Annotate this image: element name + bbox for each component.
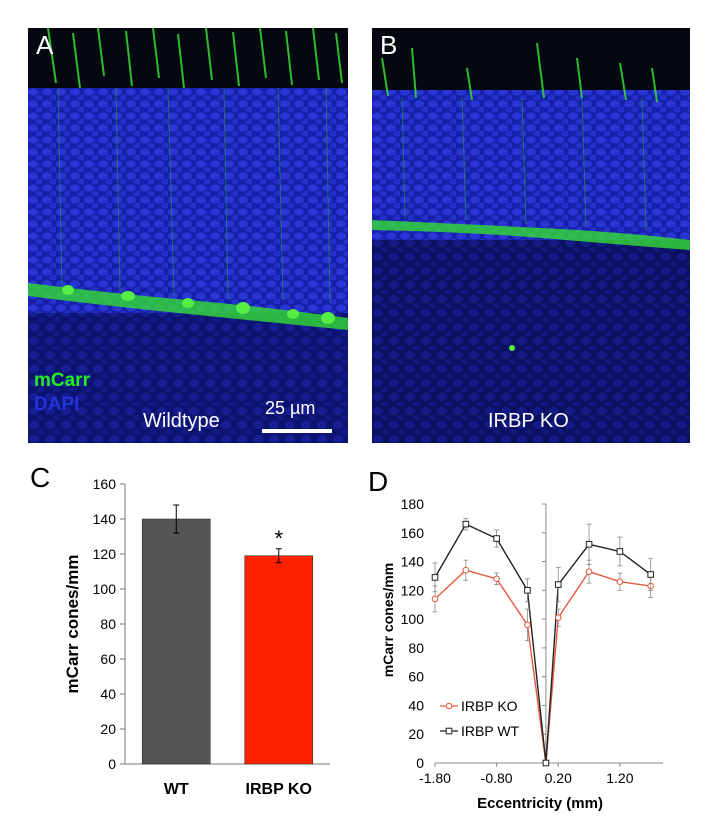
legend-label: IRBP KO xyxy=(461,698,518,714)
y-tick-label: 40 xyxy=(408,697,424,713)
mcarr-stain-label: mCarr xyxy=(34,370,90,391)
data-point xyxy=(493,575,500,583)
data-point xyxy=(542,759,550,767)
y-tick-label: 0 xyxy=(108,756,116,772)
data-point xyxy=(616,548,624,555)
data-point xyxy=(493,535,500,542)
panel-b-letter: B xyxy=(380,30,398,60)
data-point xyxy=(431,574,439,581)
x-tick-label: 0.20 xyxy=(545,770,572,786)
data-point xyxy=(616,578,624,586)
legend-marker xyxy=(445,702,453,710)
significance-marker: * xyxy=(274,526,283,551)
y-tick-label: 0 xyxy=(416,755,424,771)
x-tick-label: 1.20 xyxy=(606,770,633,786)
y-tick-label: 180 xyxy=(401,496,425,512)
data-point xyxy=(524,587,531,594)
y-tick-label: 20 xyxy=(408,726,424,742)
y-tick-label: 140 xyxy=(93,511,117,527)
y-tick-label: 60 xyxy=(100,651,116,667)
y-tick-label: 80 xyxy=(100,616,116,632)
x-tick-label: WT xyxy=(164,781,189,798)
series-line xyxy=(434,569,651,764)
y-tick-label: 60 xyxy=(408,669,424,685)
x-axis-label: Eccentricity (mm) xyxy=(477,795,603,812)
data-point xyxy=(542,759,550,767)
y-tick-label: 120 xyxy=(93,546,117,562)
micrograph-wildtype xyxy=(28,28,348,443)
y-tick-label: 160 xyxy=(93,476,117,492)
legend-marker xyxy=(445,727,453,735)
y-tick-label: 80 xyxy=(408,640,424,656)
y-tick-label: 120 xyxy=(401,582,425,598)
panel-d-letter: D xyxy=(368,466,389,497)
bar xyxy=(141,518,211,765)
x-tick-label: -0.80 xyxy=(481,770,513,786)
data-point xyxy=(554,614,562,621)
bar xyxy=(244,555,314,765)
dapi-stain-label: DAPI xyxy=(34,394,80,415)
y-axis-label: mCarr cones/mm xyxy=(380,563,396,677)
x-tick-label: -1.80 xyxy=(419,770,451,786)
data-point xyxy=(524,621,531,629)
data-point xyxy=(462,520,470,528)
data-point xyxy=(647,571,654,578)
series-line xyxy=(434,523,652,764)
y-tick-label: 160 xyxy=(401,525,425,541)
data-point xyxy=(585,568,593,575)
y-tick-label: 100 xyxy=(93,581,117,597)
irbp-ko-caption: IRBP KO xyxy=(488,410,569,432)
x-tick-label: IRBP KO xyxy=(246,781,312,798)
data-point xyxy=(554,581,562,588)
wildtype-caption: Wildtype xyxy=(143,410,220,432)
y-tick-label: 100 xyxy=(401,611,425,627)
data-point xyxy=(647,582,654,590)
panel-a-letter: A xyxy=(36,30,54,60)
legend-label: IRBP WT xyxy=(461,723,520,739)
y-tick-label: 20 xyxy=(100,721,116,737)
y-axis-label: mCarr cones/mm xyxy=(63,555,82,694)
y-tick-label: 40 xyxy=(100,686,116,702)
y-tick-label: 140 xyxy=(401,554,425,570)
data-point xyxy=(585,540,593,548)
scale-bar xyxy=(262,429,332,433)
scale-bar-label: 25 µm xyxy=(265,398,316,418)
data-point xyxy=(431,595,439,603)
micrograph-irbp-ko xyxy=(372,28,690,443)
data-point xyxy=(462,566,470,574)
panel-c-letter: C xyxy=(30,462,51,493)
